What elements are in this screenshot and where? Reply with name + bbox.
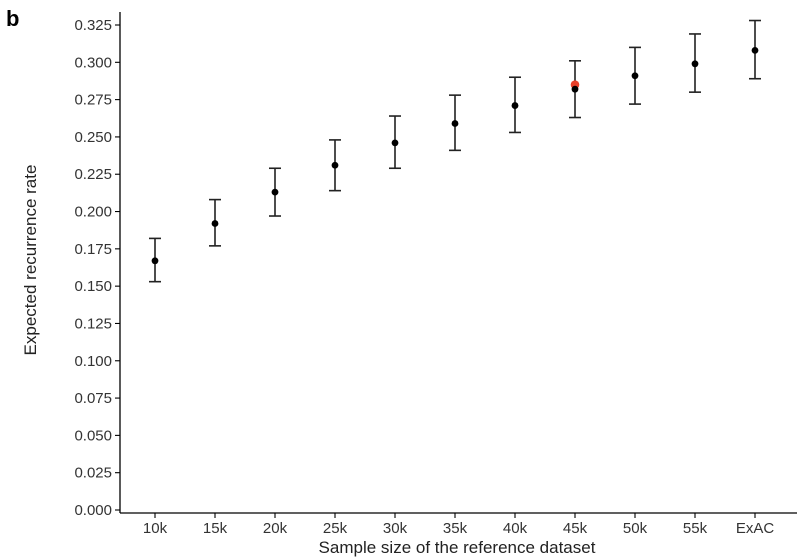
x-tick-label: 45k	[563, 520, 588, 537]
y-tick-label: 0.300	[74, 54, 112, 71]
data-point	[751, 46, 759, 54]
x-axis: 10k 15k 20k 25k 30k 35k 40k 45k 50k 55k ExAC	[120, 512, 797, 537]
data-point	[271, 188, 279, 196]
y-tick-label: 0.275	[74, 92, 112, 109]
data-point	[331, 161, 339, 169]
x-tick-label: 35k	[443, 520, 468, 537]
data-point	[571, 85, 579, 93]
x-tick-label: 30k	[383, 520, 408, 537]
y-tick-label: 0.000	[74, 502, 112, 519]
y-tick-label: 0.125	[74, 315, 112, 332]
y-tick-label: 0.075	[74, 390, 112, 407]
data-point	[691, 60, 699, 68]
data-marks	[149, 19, 761, 283]
x-tick-label: 10k	[143, 520, 168, 537]
data-point	[631, 72, 639, 80]
y-tick-label: 0.325	[74, 17, 112, 34]
x-tick-label: 25k	[323, 520, 348, 537]
data-point	[451, 120, 459, 127]
y-tick-label: 0.150	[74, 278, 112, 295]
y-tick-label: 0.100	[74, 353, 112, 370]
data-point	[391, 139, 399, 147]
data-point	[511, 102, 519, 109]
x-tick-label: 40k	[503, 520, 528, 537]
y-tick-label: 0.200	[74, 204, 112, 221]
y-tick-label: 0.175	[74, 241, 112, 258]
x-tick-label: 50k	[623, 520, 648, 537]
y-axis: 0.000 0.025 0.050 0.075 0.100 0.125 0.150 0.175…	[74, 12, 121, 519]
y-tick-label: 0.225	[74, 166, 112, 183]
data-point	[151, 257, 159, 265]
x-tick-label: 20k	[263, 520, 288, 537]
x-tick-label: 55k	[683, 520, 708, 537]
y-axis-title: Expected recurrence rate	[21, 165, 40, 356]
y-tick-label: 0.250	[74, 129, 112, 146]
panel-label: b	[6, 6, 19, 31]
y-tick-label: 0.050	[74, 427, 112, 444]
x-tick-label: 15k	[203, 520, 228, 537]
data-point	[211, 220, 219, 227]
x-tick-label: ExAC	[736, 520, 775, 537]
y-tick-label: 0.025	[74, 465, 112, 482]
x-axis-title: Sample size of the reference dataset	[319, 538, 596, 557]
